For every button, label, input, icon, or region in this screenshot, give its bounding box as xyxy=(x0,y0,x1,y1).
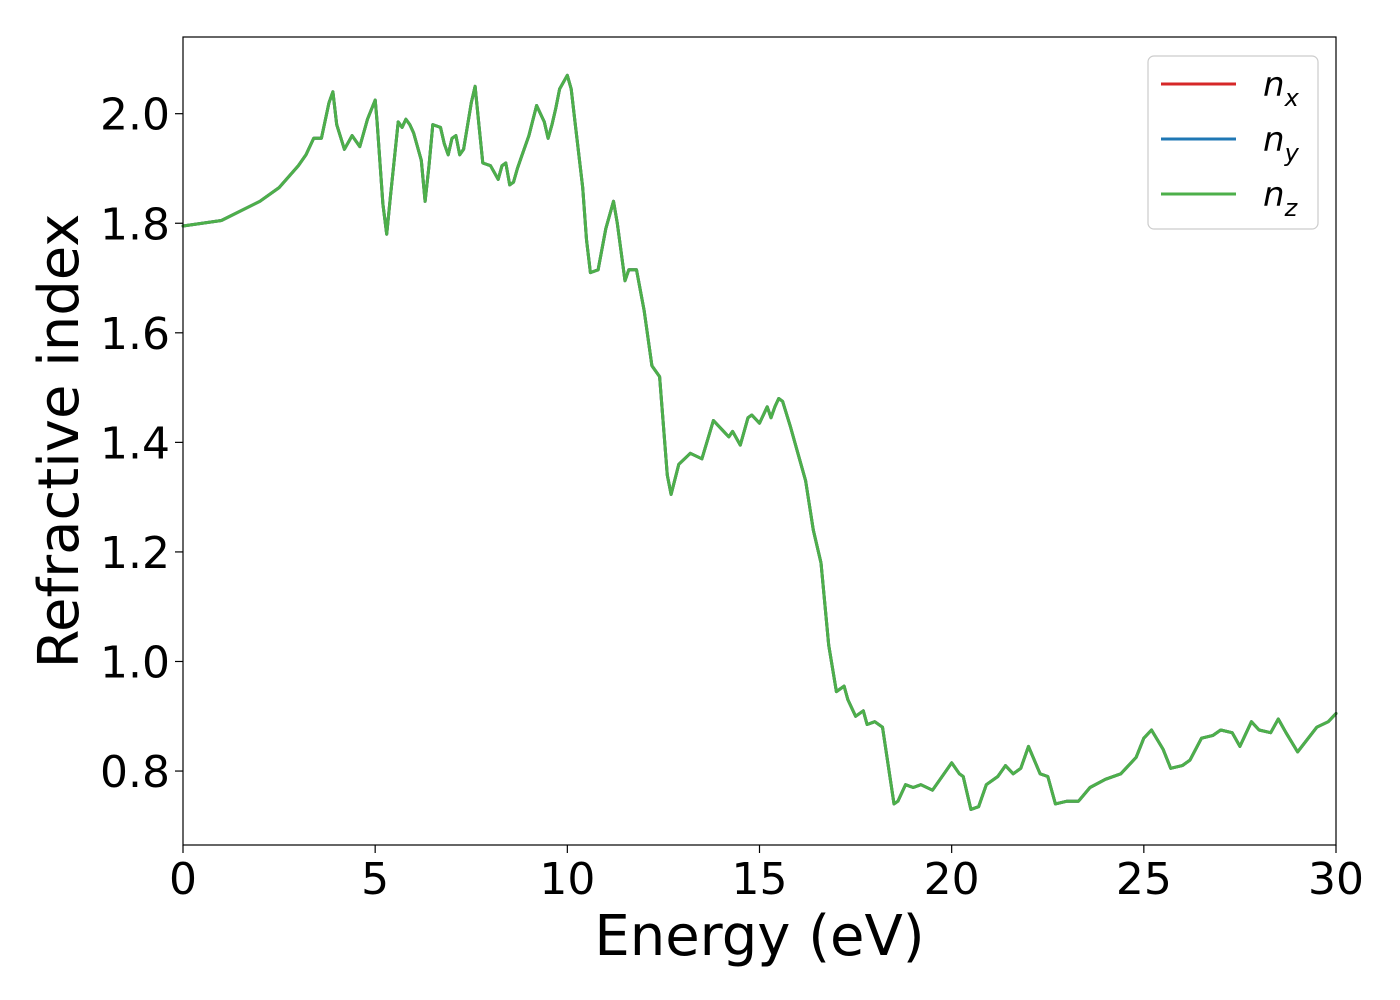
x-tick-label: 30 xyxy=(1308,854,1364,905)
y-axis-title: Refractive index xyxy=(27,214,92,669)
series-layer xyxy=(181,73,1338,811)
x-tick-label: 25 xyxy=(1116,854,1172,905)
x-tick-label: 10 xyxy=(539,854,595,905)
legend-label-main: n xyxy=(1263,65,1285,105)
y-tick-label: 1.4 xyxy=(100,418,170,469)
x-tick-label: 15 xyxy=(732,854,788,905)
y-tick-label: 1.6 xyxy=(100,309,170,360)
x-tick-label: 20 xyxy=(924,854,980,905)
y-tick-label: 1.2 xyxy=(100,528,170,579)
y-tick-label: 0.8 xyxy=(100,747,170,798)
legend-label-main: n xyxy=(1263,120,1285,160)
legend-label-subscript: y xyxy=(1284,139,1300,167)
x-tick-label: 5 xyxy=(361,854,389,905)
x-axis-title: Energy (eV) xyxy=(594,904,924,969)
y-axis-ticks: 0.8 1.0 1.2 1.4 1.6 1.8 2.0 xyxy=(100,90,183,798)
y-tick-label: 1.0 xyxy=(100,637,170,688)
x-axis-ticks: 0 5 10 15 20 25 30 xyxy=(169,845,1364,905)
legend-label-x: nx xyxy=(1263,65,1300,112)
y-tick-label: 2.0 xyxy=(100,90,170,141)
legend-label-y: ny xyxy=(1263,120,1300,167)
legend-label-z: nz xyxy=(1263,175,1299,222)
legend-box xyxy=(1147,55,1319,230)
legend-label-main: n xyxy=(1263,175,1285,215)
legend-label-subscript: x xyxy=(1284,84,1300,112)
series-line-z xyxy=(181,73,1338,811)
y-tick-label: 1.8 xyxy=(100,199,170,250)
x-tick-label: 0 xyxy=(169,854,197,905)
legend-label-subscript: z xyxy=(1284,194,1299,222)
